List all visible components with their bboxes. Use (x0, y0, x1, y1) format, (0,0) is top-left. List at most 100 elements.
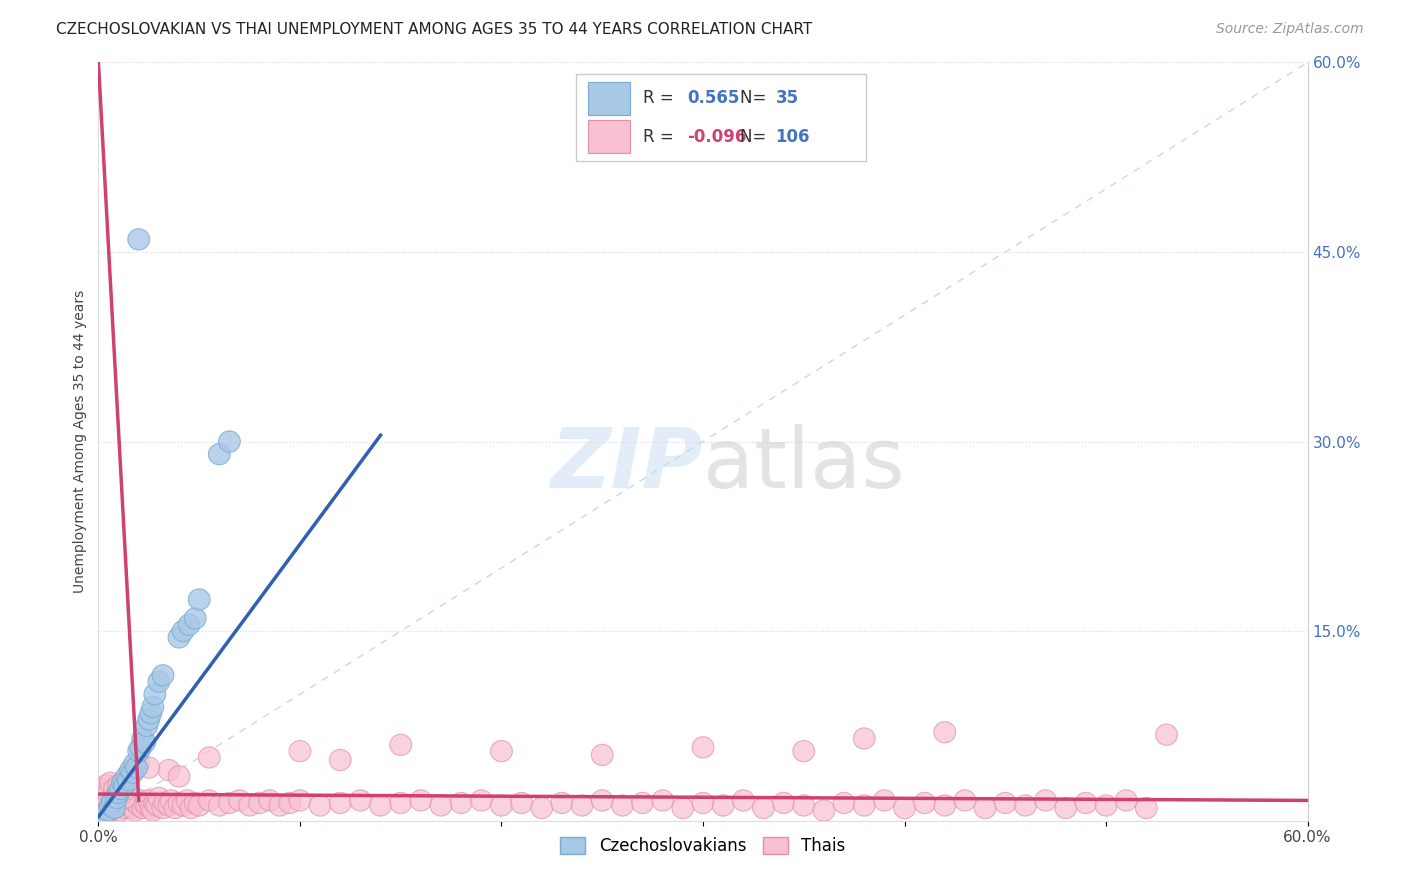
Ellipse shape (125, 792, 148, 814)
Text: R =: R = (643, 89, 679, 107)
Ellipse shape (128, 228, 149, 250)
Ellipse shape (188, 589, 209, 610)
Ellipse shape (955, 789, 976, 811)
FancyBboxPatch shape (588, 120, 630, 153)
Ellipse shape (114, 774, 135, 796)
Ellipse shape (873, 789, 896, 811)
Ellipse shape (100, 800, 121, 822)
Ellipse shape (229, 789, 250, 811)
Ellipse shape (172, 795, 194, 816)
Ellipse shape (122, 797, 143, 819)
Ellipse shape (914, 792, 935, 814)
Ellipse shape (631, 792, 654, 814)
Ellipse shape (350, 789, 371, 811)
Ellipse shape (389, 792, 412, 814)
Ellipse shape (934, 795, 956, 816)
Ellipse shape (104, 779, 125, 799)
Ellipse shape (450, 792, 472, 814)
Ellipse shape (97, 800, 120, 822)
Ellipse shape (115, 789, 138, 811)
Ellipse shape (141, 797, 162, 819)
Ellipse shape (108, 782, 129, 804)
Ellipse shape (129, 789, 152, 811)
Ellipse shape (111, 772, 134, 793)
Ellipse shape (124, 753, 146, 774)
Ellipse shape (129, 737, 152, 758)
Ellipse shape (672, 797, 693, 819)
Ellipse shape (120, 788, 142, 808)
Text: ZIP: ZIP (550, 424, 703, 505)
Ellipse shape (142, 800, 163, 822)
Ellipse shape (1156, 724, 1177, 746)
Ellipse shape (105, 791, 128, 813)
Ellipse shape (179, 615, 200, 635)
Ellipse shape (101, 791, 124, 813)
Ellipse shape (176, 789, 198, 811)
Ellipse shape (259, 789, 281, 811)
Ellipse shape (853, 795, 875, 816)
Ellipse shape (108, 774, 129, 796)
Ellipse shape (105, 788, 128, 808)
Ellipse shape (138, 789, 160, 811)
Ellipse shape (134, 731, 156, 753)
Ellipse shape (148, 788, 170, 808)
Ellipse shape (1076, 792, 1097, 814)
Ellipse shape (172, 621, 194, 641)
Ellipse shape (1035, 789, 1056, 811)
FancyBboxPatch shape (576, 74, 866, 161)
Ellipse shape (97, 782, 120, 804)
Ellipse shape (471, 789, 492, 811)
Ellipse shape (531, 797, 553, 819)
Ellipse shape (692, 737, 714, 758)
Ellipse shape (115, 766, 138, 787)
Ellipse shape (155, 792, 176, 814)
Ellipse shape (138, 709, 160, 731)
Ellipse shape (1095, 795, 1116, 816)
Ellipse shape (100, 795, 121, 816)
Ellipse shape (104, 797, 125, 819)
Ellipse shape (218, 431, 240, 452)
Ellipse shape (752, 797, 775, 819)
Ellipse shape (97, 797, 120, 819)
FancyBboxPatch shape (588, 81, 630, 115)
Ellipse shape (110, 800, 132, 822)
Ellipse shape (96, 774, 117, 796)
Ellipse shape (290, 740, 311, 762)
Ellipse shape (592, 789, 613, 811)
Ellipse shape (101, 788, 124, 808)
Ellipse shape (411, 789, 432, 811)
Ellipse shape (198, 789, 221, 811)
Text: Source: ZipAtlas.com: Source: ZipAtlas.com (1216, 22, 1364, 37)
Ellipse shape (218, 792, 240, 814)
Ellipse shape (165, 797, 186, 819)
Ellipse shape (132, 728, 153, 749)
Ellipse shape (510, 792, 533, 814)
Ellipse shape (142, 697, 163, 717)
Ellipse shape (612, 795, 633, 816)
Ellipse shape (138, 757, 160, 778)
Ellipse shape (114, 788, 135, 808)
Ellipse shape (208, 443, 231, 465)
Ellipse shape (111, 792, 134, 814)
Ellipse shape (188, 795, 209, 816)
Ellipse shape (94, 800, 115, 822)
Ellipse shape (169, 792, 190, 814)
Ellipse shape (104, 797, 125, 819)
Ellipse shape (148, 671, 170, 692)
Legend: Czechoslovakians, Thais: Czechoslovakians, Thais (554, 830, 852, 862)
Ellipse shape (1136, 797, 1157, 819)
Ellipse shape (122, 762, 143, 783)
Ellipse shape (793, 740, 814, 762)
Text: 35: 35 (776, 89, 799, 107)
Ellipse shape (118, 795, 139, 816)
Ellipse shape (733, 789, 754, 811)
Ellipse shape (249, 792, 270, 814)
Text: N=: N= (741, 89, 772, 107)
Ellipse shape (430, 795, 451, 816)
Ellipse shape (110, 779, 132, 799)
Ellipse shape (105, 785, 128, 806)
Ellipse shape (146, 795, 167, 816)
Ellipse shape (309, 795, 330, 816)
Ellipse shape (834, 792, 855, 814)
Ellipse shape (125, 757, 148, 778)
